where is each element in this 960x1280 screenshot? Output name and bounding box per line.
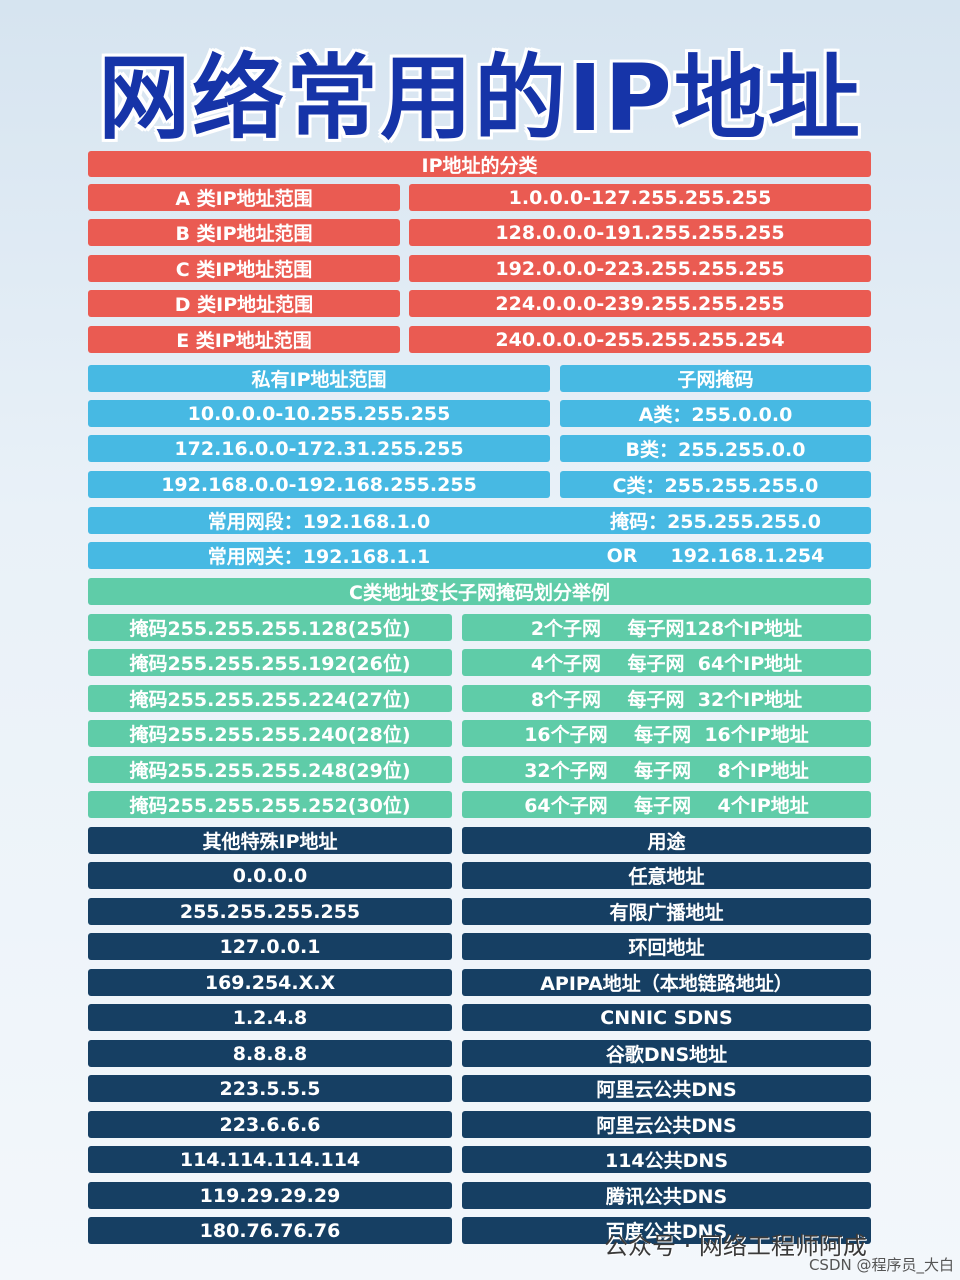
- class-c-label: C 类IP地址范围: [88, 255, 400, 282]
- subnet-desc: 4个子网 每子网 64个IP地址: [462, 649, 871, 676]
- special-use: 阿里云公共DNS: [462, 1111, 871, 1138]
- common-gateway: 常用网关：192.168.1.1: [207, 546, 431, 568]
- private-row-left: 10.0.0.0-10.255.255.255: [88, 400, 550, 427]
- special-use: CNNIC SDNS: [462, 1004, 871, 1031]
- special-ip: 180.76.76.76: [88, 1217, 452, 1244]
- special-use: 百度公共DNS: [462, 1217, 871, 1244]
- account-watermark: 公众号 · 网络工程师阿成: [604, 1232, 867, 1260]
- common-segment: 常用网段：192.168.1.0: [207, 511, 431, 533]
- subnet-mask: 掩码255.255.255.128(25位): [88, 614, 452, 641]
- special-use: 腾讯公共DNS: [462, 1182, 871, 1209]
- common-segment-bar: 常用网段：192.168.1.0 掩码：255.255.255.0: [88, 507, 871, 534]
- class-c-range: 192.0.0.0-223.255.255.255: [409, 255, 871, 282]
- subnet-mask: 掩码255.255.255.192(26位): [88, 649, 452, 676]
- special-use: 114公共DNS: [462, 1146, 871, 1173]
- common-gateway-bar: 常用网关：192.168.1.1 OR 192.168.1.254: [88, 542, 871, 569]
- special-ip: 169.254.X.X: [88, 969, 452, 996]
- class-b-range: 128.0.0.0-191.255.255.255: [409, 219, 871, 246]
- private-row-left: 192.168.0.0-192.168.255.255: [88, 471, 550, 498]
- class-d-range: 224.0.0.0-239.255.255.255: [409, 290, 871, 317]
- private-row-right: C类：255.255.255.0: [560, 471, 871, 498]
- private-header-left: 私有IP地址范围: [88, 365, 550, 392]
- special-ip: 8.8.8.8: [88, 1040, 452, 1067]
- subnet-desc: 2个子网 每子网128个IP地址: [462, 614, 871, 641]
- class-d-label: D 类IP地址范围: [88, 290, 400, 317]
- private-row-left: 172.16.0.0-172.31.255.255: [88, 435, 550, 462]
- subnet-mask: 掩码255.255.255.224(27位): [88, 685, 452, 712]
- special-ip: 223.5.5.5: [88, 1075, 452, 1102]
- subnet-desc: 64个子网 每子网 4个IP地址: [462, 791, 871, 818]
- subnet-header: C类地址变长子网掩码划分举例: [88, 578, 871, 605]
- special-ip: 255.255.255.255: [88, 898, 452, 925]
- common-mask: 掩码：255.255.255.0: [610, 511, 821, 533]
- special-ip: 1.2.4.8: [88, 1004, 452, 1031]
- special-use: 谷歌DNS地址: [462, 1040, 871, 1067]
- special-use: APIPA地址（本地链路地址）: [462, 969, 871, 996]
- subnet-mask: 掩码255.255.255.240(28位): [88, 720, 452, 747]
- special-header-right: 用途: [462, 827, 871, 854]
- special-use: 任意地址: [462, 862, 871, 889]
- class-e-label: E 类IP地址范围: [88, 326, 400, 353]
- alt-gateway: OR 192.168.1.254: [606, 544, 825, 567]
- private-row-right: A类：255.0.0.0: [560, 400, 871, 427]
- private-row-right: B类：255.255.0.0: [560, 435, 871, 462]
- classes-header: IP地址的分类: [88, 151, 871, 177]
- special-use: 环回地址: [462, 933, 871, 960]
- special-header-left: 其他特殊IP地址: [88, 827, 452, 854]
- subnet-desc: 8个子网 每子网 32个IP地址: [462, 685, 871, 712]
- special-use: 有限广播地址: [462, 898, 871, 925]
- class-e-range: 240.0.0.0-255.255.255.254: [409, 326, 871, 353]
- special-ip: 114.114.114.114: [88, 1146, 452, 1173]
- special-ip: 119.29.29.29: [88, 1182, 452, 1209]
- class-a-label: A 类IP地址范围: [88, 184, 400, 211]
- csdn-watermark: CSDN @程序员_大白: [808, 1256, 954, 1274]
- special-ip: 223.6.6.6: [88, 1111, 452, 1138]
- subnet-mask: 掩码255.255.255.248(29位): [88, 756, 452, 783]
- private-header-right: 子网掩码: [560, 365, 871, 392]
- subnet-desc: 32个子网 每子网 8个IP地址: [462, 756, 871, 783]
- special-use: 阿里云公共DNS: [462, 1075, 871, 1102]
- special-ip: 0.0.0.0: [88, 862, 452, 889]
- class-b-label: B 类IP地址范围: [88, 219, 400, 246]
- class-a-range: 1.0.0.0-127.255.255.255: [409, 184, 871, 211]
- special-ip: 127.0.0.1: [88, 933, 452, 960]
- subnet-desc: 16个子网 每子网 16个IP地址: [462, 720, 871, 747]
- subnet-mask: 掩码255.255.255.252(30位): [88, 791, 452, 818]
- page-title: 网络常用的IP地址: [98, 45, 862, 152]
